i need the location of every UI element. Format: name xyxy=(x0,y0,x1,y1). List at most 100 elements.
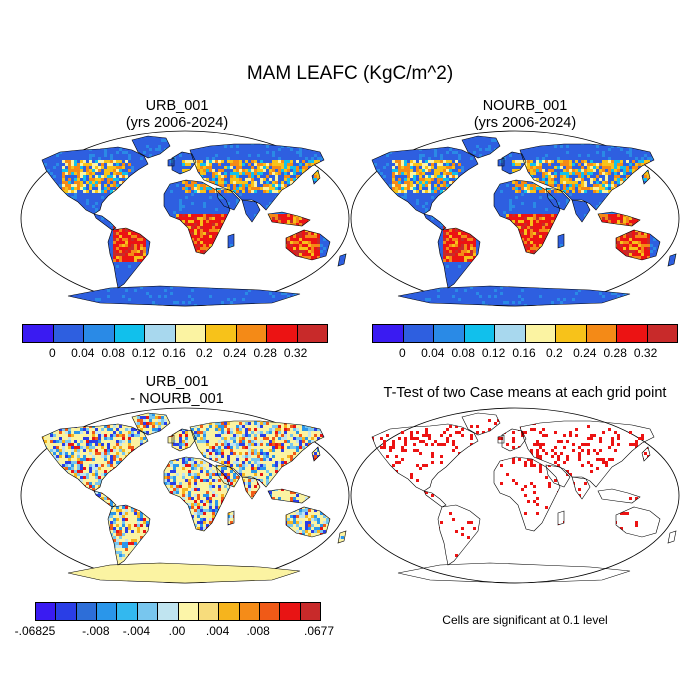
coastline-europe xyxy=(171,151,197,175)
colorbar-tick-label: 0.24 xyxy=(573,346,597,360)
colorbar-swatch xyxy=(300,603,321,620)
coastline-australia xyxy=(285,229,331,261)
colorbar-nourb xyxy=(372,324,678,343)
colorbar-swatch xyxy=(175,325,206,342)
colorbar-swatch xyxy=(56,603,77,620)
panel-nourb-title: NOURB_001 (yrs 2006-2024) xyxy=(420,98,630,132)
colorbar-swatch xyxy=(525,325,556,342)
colorbar-swatch xyxy=(373,325,404,342)
coastline-south-america xyxy=(107,504,151,566)
coastline-greenland xyxy=(461,135,501,159)
coastline-africa xyxy=(493,456,561,532)
coastline-uk xyxy=(497,157,505,167)
colorbar-tick-label: 0.04 xyxy=(421,346,445,360)
coastline-arabia xyxy=(545,187,571,211)
colorbar-tick-label: .008 xyxy=(246,624,270,638)
coastline-central-america xyxy=(93,213,117,231)
coastline-uk xyxy=(167,157,175,167)
coastline-japan xyxy=(641,446,651,462)
colorbar-swatch xyxy=(434,325,465,342)
colorbar-swatch xyxy=(647,325,677,342)
coastline-uk xyxy=(167,434,175,444)
coastline-se-asia-islands xyxy=(597,211,641,227)
coastline-arabia xyxy=(215,187,241,211)
coastline-europe xyxy=(171,428,197,452)
coastline-india xyxy=(571,199,591,223)
coastline-south-america xyxy=(437,504,481,566)
colorbar-swatch xyxy=(23,325,54,342)
coastline-japan xyxy=(311,169,321,185)
colorbar-tick-label: 0.16 xyxy=(162,346,186,360)
coastline-madagascar xyxy=(227,510,235,526)
colorbar-tick-label: 0.24 xyxy=(223,346,247,360)
colorbar-swatch xyxy=(236,325,267,342)
colorbar-tick-label: 0.28 xyxy=(253,346,277,360)
panel-diff-title: URB_001 - NOURB_001 xyxy=(72,374,282,408)
colorbar-tick-label: 0 xyxy=(49,346,56,360)
coastline-europe xyxy=(501,428,527,452)
coastline-new-zealand xyxy=(667,253,677,267)
colorbar-tick-label: -.06825 xyxy=(14,624,56,638)
panel-diff-title-line2: - NOURB_001 xyxy=(130,391,224,407)
colorbar-swatch xyxy=(117,603,138,620)
colorbar-tick-label: 0.12 xyxy=(131,346,156,360)
coastline-australia xyxy=(615,229,661,261)
colorbar-tick-label: 0 xyxy=(399,346,406,360)
coastline-antarctica xyxy=(67,562,301,584)
colorbar-urb-labels: 0 0.04 0.08 0.12 0.16 0.2 0.24 0.28 0.32 xyxy=(22,346,328,360)
coastline-india xyxy=(241,199,261,223)
coastline-new-zealand xyxy=(667,530,677,544)
colorbar-tick-label: 0.08 xyxy=(101,346,125,360)
coastline-madagascar xyxy=(227,233,235,249)
coastline-australia xyxy=(285,506,331,538)
colorbar-swatch xyxy=(617,325,648,342)
colorbar-swatch xyxy=(36,603,57,620)
colorbar-tick-label: -.004 xyxy=(122,624,151,638)
coastline-north-america xyxy=(371,423,479,492)
colorbar-tick-label: 0.08 xyxy=(451,346,475,360)
colorbar-swatch xyxy=(495,325,526,342)
colorbar-swatch xyxy=(464,325,495,342)
colorbar-tick-label: 0.28 xyxy=(603,346,627,360)
coastline-uk xyxy=(497,434,505,444)
coastline-central-america xyxy=(93,490,117,508)
colorbar-swatch xyxy=(178,603,199,620)
coastline-japan xyxy=(641,169,651,185)
colorbar-tick-label: .00 xyxy=(168,624,186,638)
coastline-arabia xyxy=(545,464,571,488)
coastline-india xyxy=(241,476,261,500)
colorbar-diff-labels: -.06825 -.008 -.004 .00 .004 .008 .0677 xyxy=(15,624,334,638)
coastline-africa xyxy=(493,179,561,255)
panel-urb-title: URB_001 (yrs 2006-2024) xyxy=(72,98,282,132)
coastline-africa xyxy=(163,456,231,532)
coastline-asia xyxy=(519,420,655,488)
colorbar-swatch xyxy=(403,325,434,342)
colorbar-swatch xyxy=(114,325,145,342)
map-nourb xyxy=(350,130,680,307)
coastline-north-america xyxy=(371,146,479,215)
coastline-se-asia-islands xyxy=(597,488,641,504)
colorbar-tick-label: 0.16 xyxy=(512,346,536,360)
coastline-madagascar xyxy=(557,510,565,526)
colorbar-swatch xyxy=(137,603,159,620)
coastline-australia xyxy=(615,506,661,538)
colorbar-swatch xyxy=(586,325,617,342)
colorbar-swatch xyxy=(53,325,84,342)
colorbar-swatch xyxy=(219,603,240,620)
panel-urb-title-line1: URB_001 xyxy=(145,98,209,114)
colorbar-swatch xyxy=(198,603,220,620)
panel-ttest-title: T-Test of two Case means at each grid po… xyxy=(383,385,667,401)
coastline-new-zealand xyxy=(337,253,347,267)
colorbar-urb xyxy=(22,324,328,343)
coastline-antarctica xyxy=(67,285,301,307)
colorbar-swatch xyxy=(84,325,115,342)
colorbar-swatch xyxy=(206,325,237,342)
colorbar-swatch xyxy=(280,603,301,620)
colorbar-tick-label: .0677 xyxy=(303,624,335,638)
coastline-africa xyxy=(163,179,231,255)
coastline-europe xyxy=(501,151,527,175)
colorbar-tick-label: 0.12 xyxy=(481,346,506,360)
coastline-central-america xyxy=(423,490,447,508)
colorbar-tick-label: 0.2 xyxy=(546,346,563,360)
colorbar-swatch xyxy=(239,603,260,620)
